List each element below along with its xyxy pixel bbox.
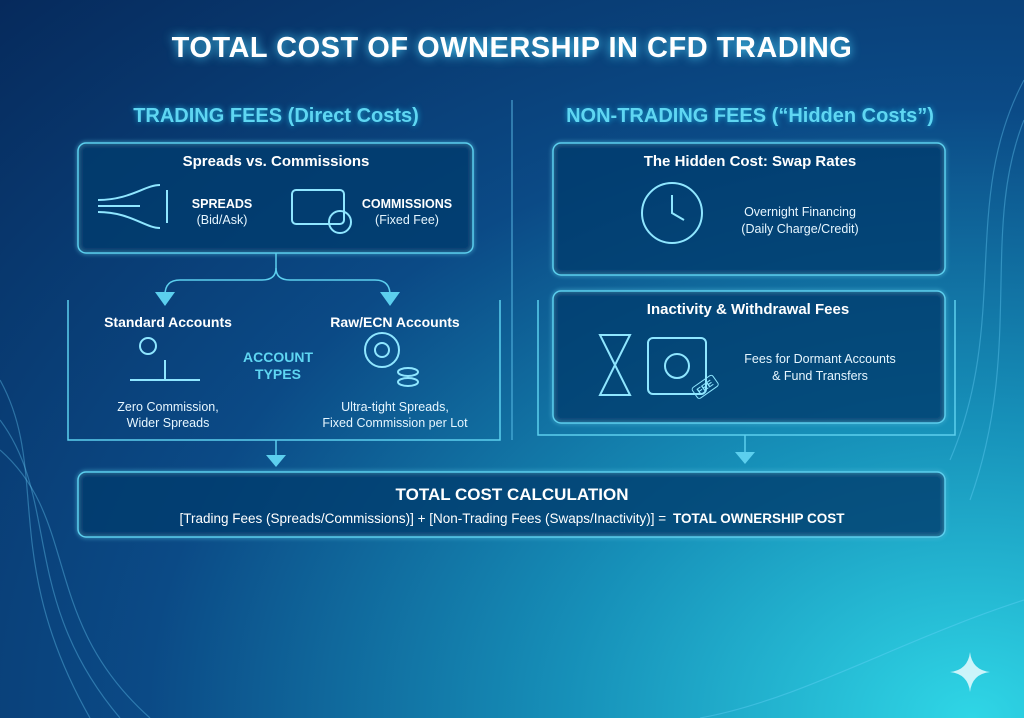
box-title: Spreads vs. Commissions	[182, 153, 370, 170]
box-title: Inactivity & Withdrawal Fees	[646, 301, 850, 318]
sparkle	[950, 652, 990, 692]
caption: Fixed Commission per Lot	[322, 416, 468, 430]
formula: [Trading Fees (Spreads/Commissions)] + […	[179, 511, 667, 526]
detail: (Fixed Fee)	[375, 213, 439, 227]
account-types-label: ACCOUNT	[243, 349, 313, 365]
section-heading: NON-TRADING FEES (“Hidden Costs”)	[566, 105, 934, 127]
caption: Zero Commission,	[117, 400, 219, 414]
account-title: Raw/ECN Accounts	[330, 314, 460, 330]
account-types-label: TYPES	[255, 366, 301, 382]
section-heading: TRADING FEES (Direct Costs)	[133, 105, 419, 127]
caption: & Fund Transfers	[772, 369, 868, 383]
total-formula: [Trading Fees (Spreads/Commissions)] + […	[180, 511, 845, 526]
caption: Fees for Dormant Accounts	[744, 352, 896, 366]
label: COMMISSIONS	[361, 197, 453, 211]
total-title: TOTAL COST CALCULATION	[395, 485, 629, 504]
box-title: The Hidden Cost: Swap Rates	[643, 153, 857, 170]
caption: Wider Spreads	[126, 416, 210, 430]
detail: (Bid/Ask)	[196, 213, 248, 227]
caption: Overnight Financing	[744, 205, 856, 219]
label: SPREADS	[191, 197, 253, 211]
title: TOTAL COST OF OWNERSHIP IN CFD TRADING	[171, 32, 853, 64]
caption: Ultra-tight Spreads,	[341, 400, 449, 414]
formula-result: TOTAL OWNERSHIP COST	[672, 511, 845, 526]
caption: (Daily Charge/Credit)	[741, 222, 859, 236]
account-title: Standard Accounts	[104, 314, 232, 330]
